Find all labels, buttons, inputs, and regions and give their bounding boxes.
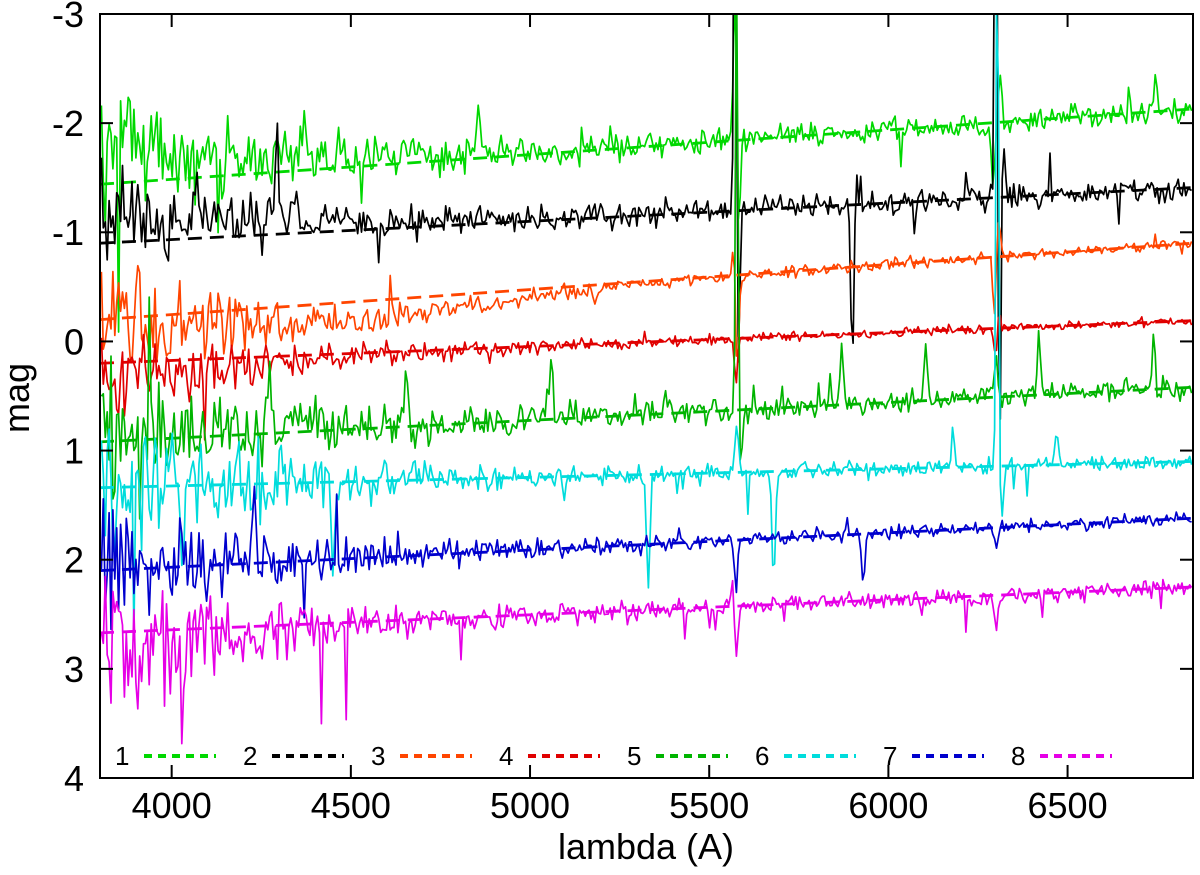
y-tick-label: 3 <box>64 649 84 690</box>
y-tick-label: -1 <box>52 212 84 253</box>
y-tick-label: 0 <box>64 321 84 362</box>
x-tick-label: 4000 <box>132 785 212 826</box>
legend-label-5: 5 <box>627 741 641 771</box>
x-tick-label: 6500 <box>1028 785 1108 826</box>
series-7-fit-line <box>100 516 1193 573</box>
x-tick-label: 5500 <box>669 785 749 826</box>
y-axis-title: mag <box>0 362 37 434</box>
legend-label-4: 4 <box>499 741 513 771</box>
series-3-fit-line <box>100 241 1193 321</box>
legend-label-8: 8 <box>1011 741 1025 771</box>
x-tick-label: 6000 <box>848 785 928 826</box>
y-tick-label: -2 <box>52 103 84 144</box>
legend-label-1: 1 <box>115 741 129 771</box>
x-axis-title: lambda (A) <box>557 826 735 867</box>
series-4-fit-line <box>100 319 1193 365</box>
series-1-fit-line <box>100 107 1193 186</box>
series-1-spectrum <box>100 14 1193 333</box>
legend-label-7: 7 <box>883 741 897 771</box>
series-8-spectrum <box>100 575 1193 745</box>
y-tick-label: -3 <box>52 0 84 35</box>
legend-label-3: 3 <box>371 741 385 771</box>
y-tick-label: 1 <box>64 431 84 472</box>
legend-label-2: 2 <box>243 741 257 771</box>
y-tick-label: 4 <box>64 758 84 799</box>
series-5-fit-line <box>100 385 1193 444</box>
series-6-fit-line <box>100 460 1193 490</box>
series-4-spectrum <box>100 314 1193 441</box>
plot-border <box>99 13 1194 779</box>
series-3-spectrum <box>100 222 1193 364</box>
y-tick-label: 2 <box>64 540 84 581</box>
legend-label-6: 6 <box>755 741 769 771</box>
series-6-spectrum <box>100 14 1193 639</box>
x-tick-label: 5000 <box>490 785 570 826</box>
series-2-spectrum <box>100 14 1193 420</box>
x-tick-label: 4500 <box>311 785 391 826</box>
series-8-fit-line <box>100 585 1193 635</box>
series-2-fit-line <box>100 186 1193 245</box>
series-5-spectrum <box>100 14 1193 520</box>
